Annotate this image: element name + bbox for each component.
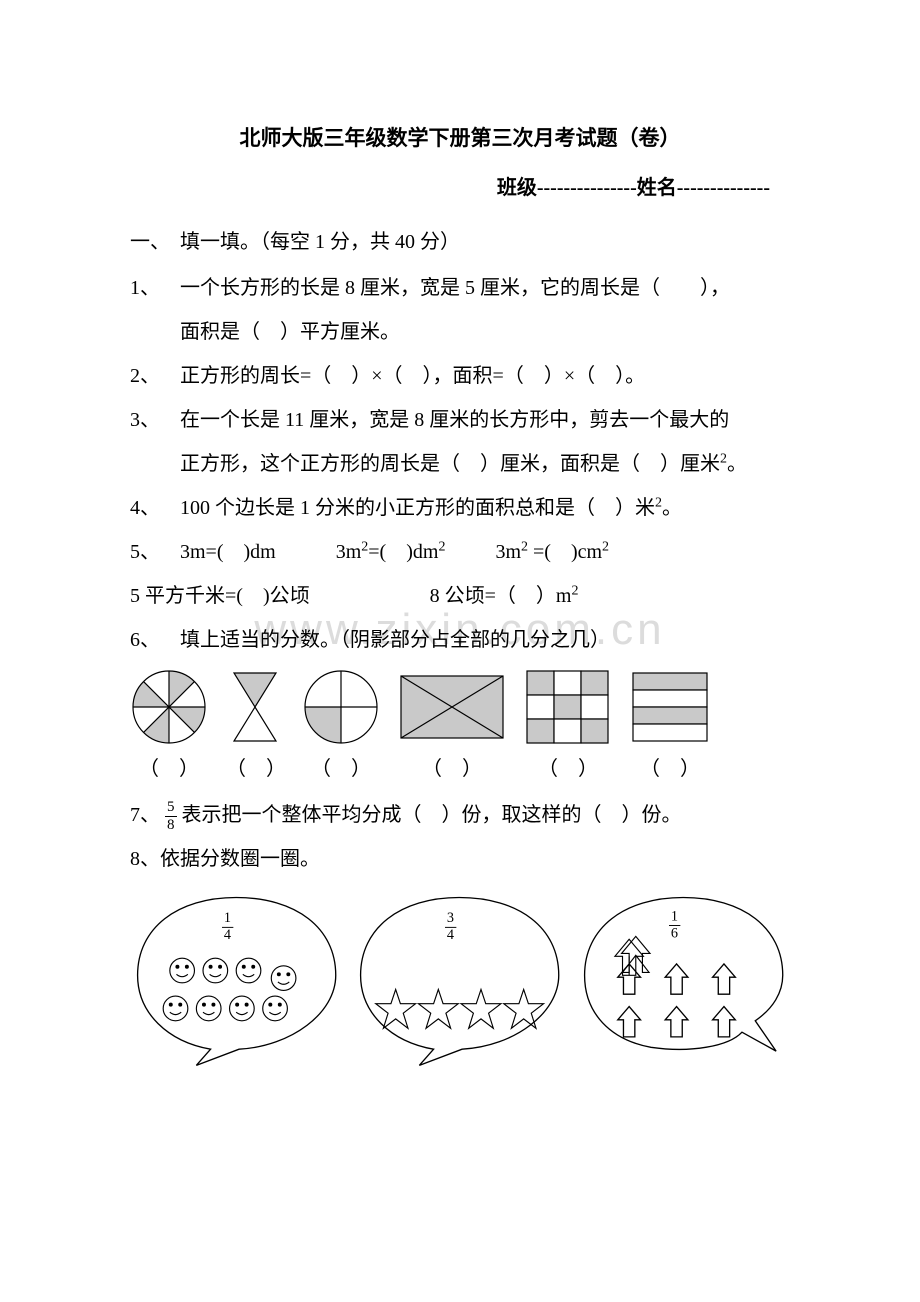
q6-number: 6、 — [130, 622, 180, 658]
sup-2a: 2 — [720, 451, 727, 466]
q6-body: 填上适当的分数。（阴影部分占全部的几分之几） — [180, 622, 790, 658]
bubble-smileys: 14 — [130, 885, 343, 1075]
q1-body: 一个长方形的长是 8 厘米，宽是 5 厘米，它的周长是（ ）， — [180, 270, 790, 306]
question-8: 8、依据分数圈一圈。 — [130, 841, 790, 877]
q3-line2: 正方形，这个正方形的周长是（ ）厘米，面积是（ ）厘米2。 — [130, 446, 790, 482]
shape-hourglass — [226, 668, 284, 746]
q5a: 3m=( )dm — [180, 541, 276, 563]
shape-answer-blank: （ ） — [398, 751, 506, 787]
question-4: 4、 100 个边长是 1 分米的小正方形的面积总和是（ ）米2。 — [130, 490, 790, 526]
q1-line2: 面积是（ ）平方厘米。 — [130, 314, 790, 350]
document-content: 北师大版三年级数学下册第三次月考试题（卷） 班级---------------姓… — [130, 120, 790, 1075]
q7-num: 7、 — [130, 804, 160, 826]
question-1: 1、 一个长方形的长是 8 厘米，宽是 5 厘米，它的周长是（ ）， — [130, 270, 790, 306]
q4-body: 100 个边长是 1 分米的小正方形的面积总和是（ ）米2。 — [180, 490, 790, 526]
q5-number: 5、 — [130, 534, 180, 570]
shape-circle-4parts — [302, 668, 380, 746]
sup-2b: 2 — [655, 495, 662, 510]
shapes-row — [130, 668, 790, 746]
bubble-arrows: 16 — [577, 885, 790, 1075]
doc-title: 北师大版三年级数学下册第三次月考试题（卷） — [130, 120, 790, 158]
question-7: 7、 5 8 表示把一个整体平均分成（ ）份，取这样的（ ）份。 — [130, 797, 790, 833]
bubbles-row: 14 34 — [130, 885, 790, 1075]
q5-l2a: 5 平方千米=( )公顷 — [130, 585, 310, 607]
shape-circle-8parts — [130, 668, 208, 746]
q1-number: 1、 — [130, 270, 180, 306]
fraction-5-8: 5 8 — [165, 799, 177, 833]
q4-number: 4、 — [130, 490, 180, 526]
q5c: 3m2 =( )cm2 — [495, 541, 609, 563]
q5-line2: 5 平方千米=( )公顷 8 公顷=（ ）m2 — [130, 578, 790, 614]
shape-answers-row: （ ） （ ） （ ） （ ） （ ） （ ） — [130, 751, 790, 787]
question-5: 5、 3m=( )dm 3m2=( )dm2 3m2 =( )cm2 — [130, 534, 790, 570]
q5-l2b: 8 公顷=（ ）m2 — [430, 585, 579, 607]
doc-subtitle: 班级---------------姓名-------------- — [130, 170, 790, 206]
q2-body: 正方形的周长=（ ）×（ ），面积=（ ）×（ ）。 — [180, 358, 790, 394]
shape-answer-blank: （ ） — [524, 751, 612, 787]
shape-rect-x — [398, 673, 506, 741]
shape-grid-3x3 — [524, 668, 612, 746]
question-2: 2、 正方形的周长=（ ）×（ ），面积=（ ）×（ ）。 — [130, 358, 790, 394]
shape-answer-blank: （ ） — [130, 751, 208, 787]
q3-body: 在一个长是 11 厘米，宽是 8 厘米的长方形中，剪去一个最大的 — [180, 402, 790, 438]
q4-text: 100 个边长是 1 分米的小正方形的面积总和是（ ）米 — [180, 497, 655, 519]
q2-number: 2、 — [130, 358, 180, 394]
q3-line2-text: 正方形，这个正方形的周长是（ ）厘米，面积是（ ）厘米 — [180, 453, 720, 475]
question-6: 6、 填上适当的分数。（阴影部分占全部的几分之几） — [130, 622, 790, 658]
question-3: 3、 在一个长是 11 厘米，宽是 8 厘米的长方形中，剪去一个最大的 — [130, 402, 790, 438]
q5b: 3m2=( )dm2 — [336, 541, 446, 563]
shape-answer-blank: （ ） — [226, 751, 284, 787]
q7-text: 表示把一个整体平均分成（ ）份，取这样的（ ）份。 — [182, 804, 682, 826]
shape-answer-blank: （ ） — [630, 751, 710, 787]
q5-body: 3m=( )dm 3m2=( )dm2 3m2 =( )cm2 — [180, 534, 790, 570]
section-1-heading: 一、 填一填。（每空 1 分，共 40 分） — [130, 224, 790, 260]
bubble-stars: 34 — [353, 885, 566, 1075]
shape-4rows — [630, 670, 710, 744]
q3-number: 3、 — [130, 402, 180, 438]
shape-answer-blank: （ ） — [302, 751, 380, 787]
